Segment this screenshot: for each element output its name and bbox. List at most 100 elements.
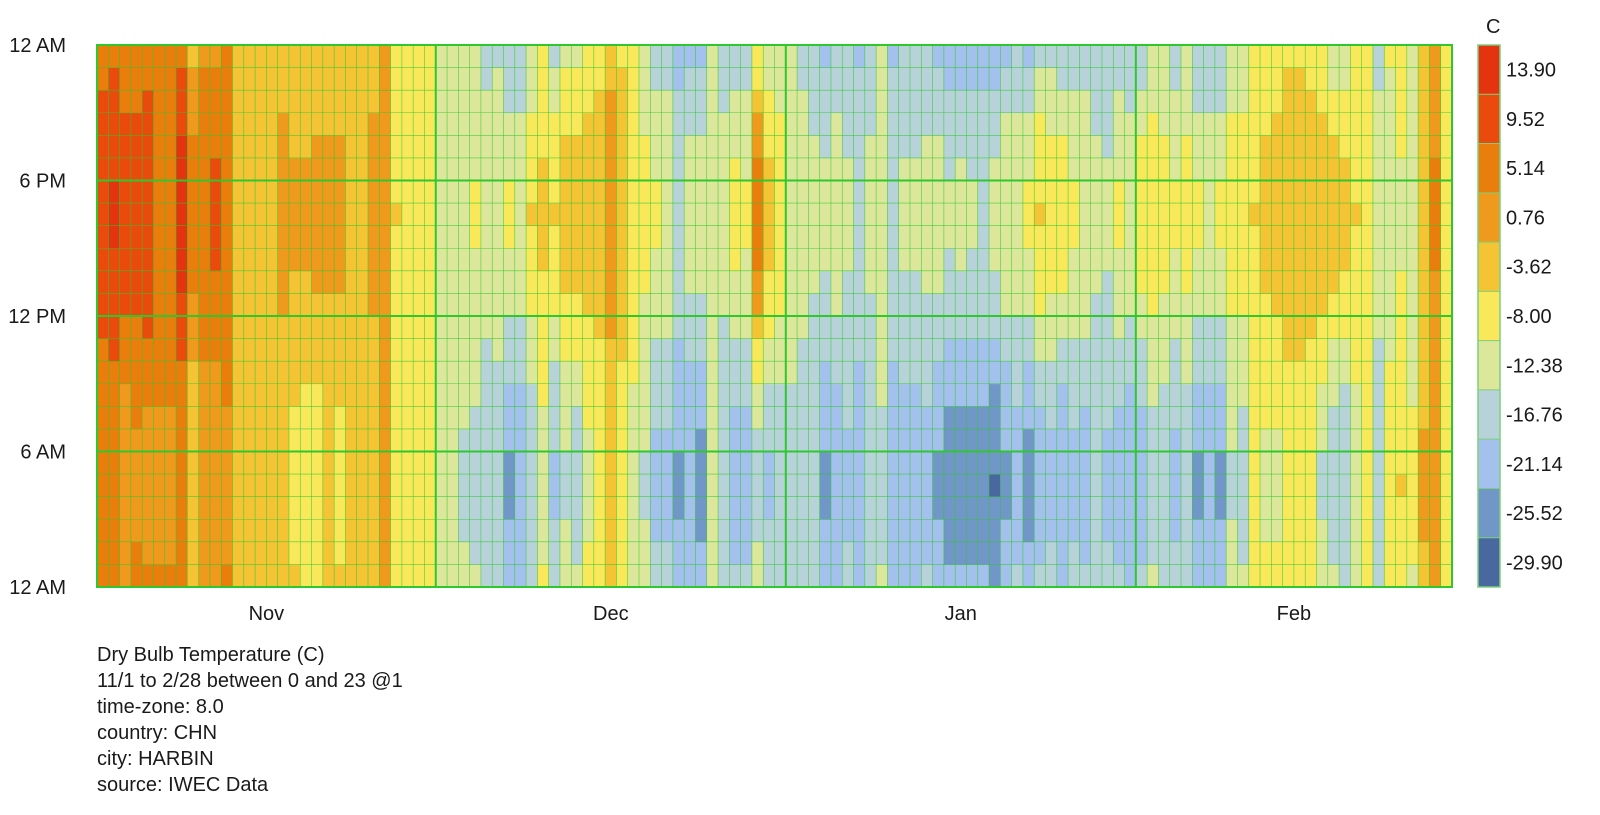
heat-cell [221, 474, 233, 498]
heat-cell [627, 180, 640, 204]
heat-cell [1327, 338, 1340, 362]
heat-cell [1440, 406, 1453, 430]
heat-cell [1384, 451, 1396, 475]
heat-cell [977, 338, 990, 362]
heat-cell [1113, 361, 1125, 385]
heat-cell [1237, 248, 1250, 272]
heat-cell [559, 248, 572, 272]
heat-cell [379, 293, 391, 317]
heat-cell [447, 90, 459, 114]
heat-cell [548, 361, 561, 385]
heat-cell [537, 406, 550, 430]
heat-cell [1339, 270, 1351, 294]
heat-cell [1271, 270, 1284, 294]
heat-cell [288, 564, 301, 588]
heat-cell [853, 338, 866, 362]
heat-cell [1000, 248, 1013, 272]
heat-cell [1327, 361, 1340, 385]
heat-cell [1361, 157, 1374, 181]
heat-cell [921, 135, 933, 159]
heat-cell [413, 293, 425, 317]
heat-cell [1418, 564, 1430, 588]
heat-cell [334, 248, 346, 272]
heat-cell [243, 270, 256, 294]
heat-cell [322, 496, 335, 520]
heat-cell [593, 406, 606, 430]
heat-cell [1248, 293, 1261, 317]
heat-cell [1169, 225, 1182, 249]
heat-cell [639, 383, 651, 407]
heat-cell [232, 564, 245, 588]
heat-cell [322, 451, 335, 475]
heat-cell [243, 541, 256, 565]
heat-cell [255, 474, 267, 498]
heat-cell [695, 316, 708, 339]
heat-cell [1192, 248, 1204, 272]
heat-cell [785, 564, 798, 588]
heat-cell [1406, 428, 1419, 452]
heat-cell [1090, 135, 1103, 159]
heat-cell [650, 428, 662, 452]
heat-cell [1418, 67, 1430, 91]
heat-cell [243, 90, 256, 114]
heat-cell [943, 225, 956, 249]
heat-cell [1147, 157, 1159, 181]
heat-cell [1158, 90, 1171, 114]
heat-cell [277, 316, 290, 339]
heat-cell [887, 248, 900, 272]
heat-cell [785, 135, 798, 159]
heat-cell [255, 496, 267, 520]
heat-cell [447, 383, 459, 407]
heat-cell [130, 112, 143, 136]
heat-cell [1192, 564, 1204, 588]
heat-cell [1339, 406, 1351, 430]
heat-cell [1361, 67, 1374, 91]
heat-cell [1248, 90, 1261, 114]
heat-cell [582, 135, 595, 159]
heat-cell [966, 293, 979, 317]
heat-cell [593, 519, 606, 543]
heat-cell [413, 541, 425, 565]
heat-cell [277, 112, 290, 136]
heat-cell [322, 135, 335, 159]
heat-cell [447, 451, 459, 475]
heat-cell [898, 541, 911, 565]
heat-cell [255, 361, 267, 385]
heat-cell [334, 406, 346, 430]
heat-cell [1169, 361, 1182, 385]
heat-cell [1316, 361, 1329, 385]
heat-cell [910, 406, 922, 430]
heat-cell [187, 225, 200, 249]
heat-cell [480, 451, 493, 475]
heat-cell [1316, 90, 1329, 114]
heat-cell [1339, 112, 1351, 136]
heat-cell [469, 293, 482, 317]
heat-cell [808, 496, 821, 520]
heat-cell [1226, 270, 1238, 294]
heat-cell [1271, 406, 1284, 430]
heat-cell [334, 428, 346, 452]
heat-cell [1260, 67, 1272, 91]
heat-cell [1000, 112, 1013, 136]
heat-cell [910, 361, 922, 385]
heat-cell [390, 428, 403, 452]
heat-cell [1406, 225, 1419, 249]
heat-cell [492, 451, 504, 475]
heat-cell [1350, 361, 1363, 385]
heat-cell [458, 45, 471, 68]
heat-cell [921, 428, 933, 452]
legend-swatch [1478, 537, 1500, 588]
heat-cell [514, 203, 527, 227]
heat-cell [1101, 248, 1114, 272]
heat-cell [864, 383, 877, 407]
heat-cell [153, 225, 166, 249]
heat-cell [1113, 293, 1125, 317]
heat-cell [1384, 293, 1396, 317]
heat-cell [368, 361, 380, 385]
heat-cell [819, 564, 832, 588]
heat-cell [1214, 67, 1227, 91]
heat-cell [1248, 316, 1261, 339]
heat-cell [740, 338, 753, 362]
heat-cell [537, 293, 550, 317]
heat-cell [447, 180, 459, 204]
